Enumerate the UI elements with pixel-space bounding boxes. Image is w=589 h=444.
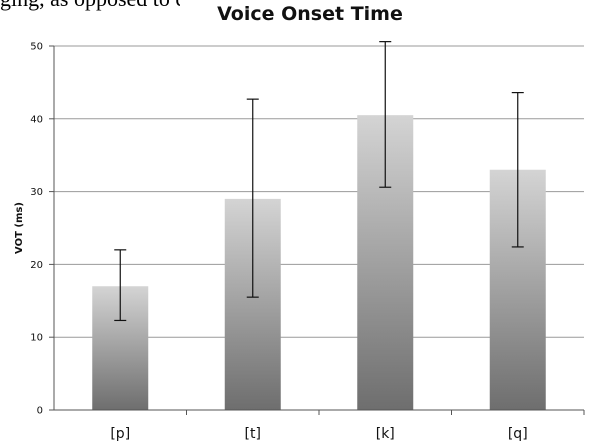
x-tick-label: [q]	[508, 426, 528, 442]
y-tick-label: 20	[30, 260, 43, 271]
y-axis-label: VOT (ms)	[14, 202, 25, 254]
y-tick-label: 0	[37, 406, 43, 417]
chart-title: Voice Onset Time	[180, 0, 440, 28]
caption-fragment: ging, as opposed to converging.	[0, 0, 589, 12]
x-tick-label: [t]	[245, 426, 261, 442]
y-tick-label: 50	[30, 42, 43, 53]
y-tick-label: 10	[30, 333, 43, 344]
y-tick-label: 40	[30, 114, 43, 125]
x-tick-label: [p]	[110, 426, 130, 442]
y-tick-label: 30	[30, 187, 43, 198]
x-tick-label: [k]	[376, 426, 395, 442]
